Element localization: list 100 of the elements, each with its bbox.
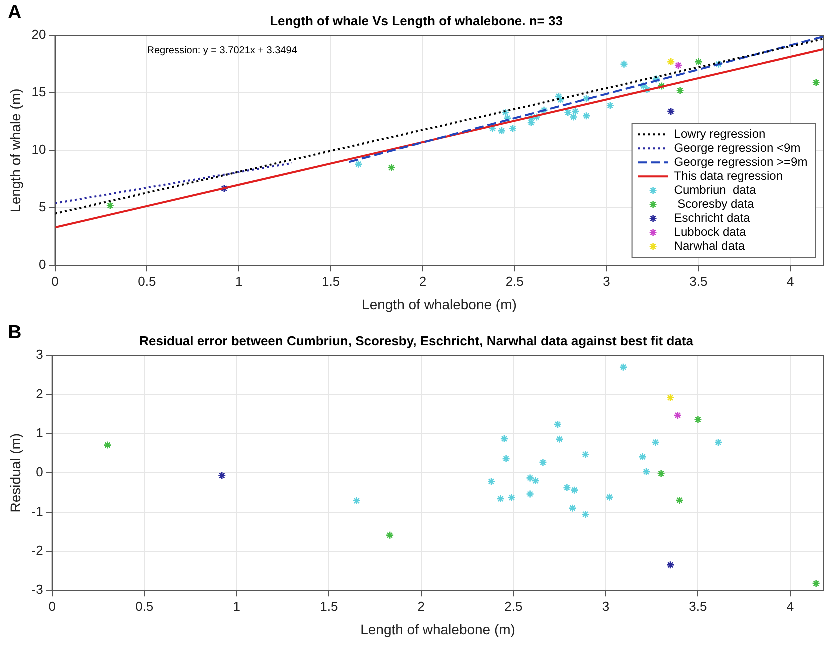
x-tick-label: 1 bbox=[233, 598, 241, 614]
point bbox=[568, 504, 577, 512]
x-tick-label: 2.5 bbox=[506, 274, 524, 289]
point bbox=[714, 438, 723, 447]
x-tick-label: 0.5 bbox=[136, 598, 154, 614]
point bbox=[657, 470, 666, 478]
y-tick-label: 2 bbox=[36, 386, 44, 402]
point bbox=[502, 108, 510, 117]
point bbox=[556, 435, 564, 444]
point bbox=[666, 107, 676, 116]
point bbox=[508, 494, 516, 502]
point bbox=[104, 441, 112, 450]
y-tick-label: 5 bbox=[39, 200, 46, 215]
legend-label: Lubbock data bbox=[674, 224, 747, 239]
point bbox=[502, 454, 510, 464]
x-tick-label: 4 bbox=[786, 598, 794, 614]
point bbox=[674, 411, 682, 420]
point bbox=[526, 490, 534, 498]
point bbox=[570, 113, 578, 122]
point bbox=[666, 58, 676, 66]
point bbox=[666, 560, 675, 570]
point bbox=[674, 61, 683, 70]
point bbox=[620, 60, 628, 68]
legend-label: Cumbriun data bbox=[674, 182, 757, 197]
point bbox=[642, 468, 651, 476]
annotation: Regression: y = 3.7021x + 3.3494 bbox=[147, 45, 298, 56]
point bbox=[643, 86, 652, 94]
x-tick-label: 1.5 bbox=[320, 598, 338, 614]
x-axis-title: Length of whalebone (m) bbox=[360, 621, 516, 638]
y-axis-title: Residual (m) bbox=[7, 433, 24, 513]
x-tick-label: 0 bbox=[48, 598, 56, 614]
point bbox=[652, 75, 661, 84]
point bbox=[605, 493, 614, 502]
legend-label: George regression <9m bbox=[674, 140, 801, 155]
y-tick-label: 3 bbox=[36, 347, 44, 362]
point bbox=[220, 184, 229, 193]
point bbox=[540, 106, 548, 114]
point bbox=[676, 86, 684, 95]
y-tick-label: 0 bbox=[36, 464, 44, 480]
point bbox=[388, 164, 396, 172]
y-tick-label: 15 bbox=[32, 84, 46, 100]
legend-label: This data regression bbox=[674, 168, 784, 183]
x-tick-label: 3 bbox=[602, 598, 610, 614]
y-axis-title: Length of whale (m) bbox=[7, 88, 24, 212]
x-tick-label: 0.5 bbox=[138, 274, 156, 289]
point bbox=[218, 472, 226, 480]
legend-label: Scoresby data bbox=[674, 196, 755, 211]
point bbox=[638, 452, 648, 462]
point bbox=[606, 102, 615, 110]
point bbox=[694, 58, 703, 66]
point bbox=[532, 113, 542, 122]
point bbox=[564, 108, 572, 117]
point bbox=[526, 474, 534, 482]
point bbox=[582, 112, 591, 120]
point bbox=[639, 82, 648, 90]
point bbox=[619, 363, 628, 372]
y-tick-label: -3 bbox=[32, 582, 44, 598]
point bbox=[652, 438, 660, 447]
legend-label: Narwhal data bbox=[674, 238, 746, 253]
point bbox=[582, 450, 590, 459]
y-tick-label: 1 bbox=[36, 426, 44, 441]
chart-title: Length of whale Vs Length of whalebone. n= 33 bbox=[270, 13, 563, 28]
point bbox=[666, 394, 675, 402]
x-tick-label: 2.5 bbox=[504, 598, 523, 614]
point bbox=[570, 486, 579, 494]
chart-title: Residual error between Cumbriun, Scoresby, Eschricht, Narwhal data against best fit data bbox=[140, 333, 694, 348]
text: A bbox=[8, 2, 22, 24]
legend-label: George regression >=9m bbox=[674, 154, 808, 169]
point bbox=[488, 124, 497, 133]
point bbox=[563, 484, 572, 492]
x-tick-label: 2 bbox=[419, 274, 427, 289]
point bbox=[539, 458, 548, 467]
x-tick-label: 3.5 bbox=[690, 274, 708, 289]
point bbox=[500, 434, 509, 444]
point bbox=[354, 160, 363, 169]
y-tick-label: -2 bbox=[32, 543, 44, 558]
point bbox=[487, 478, 496, 486]
point bbox=[106, 202, 115, 210]
point bbox=[676, 496, 684, 505]
text: B bbox=[8, 322, 22, 344]
y-tick-label: 20 bbox=[32, 27, 46, 42]
point bbox=[508, 124, 518, 133]
point bbox=[812, 579, 820, 588]
point bbox=[352, 496, 361, 506]
point bbox=[503, 114, 512, 123]
point bbox=[386, 531, 394, 540]
x-tick-label: 2 bbox=[418, 598, 426, 614]
point bbox=[498, 126, 506, 136]
x-tick-label: 1 bbox=[235, 274, 243, 289]
point bbox=[571, 107, 580, 116]
x-tick-label: 3 bbox=[603, 274, 610, 289]
point bbox=[714, 60, 724, 68]
point bbox=[532, 476, 540, 486]
x-tick-label: 3.5 bbox=[689, 598, 708, 614]
x-tick-label: 0 bbox=[52, 274, 59, 289]
y-tick-label: 0 bbox=[39, 257, 46, 272]
legend-label: Eschricht data bbox=[674, 210, 751, 225]
y-tick-label: 10 bbox=[32, 142, 46, 158]
x-tick-label: 4 bbox=[786, 274, 794, 289]
x-axis-title: Length of whalebone (m) bbox=[362, 296, 517, 312]
